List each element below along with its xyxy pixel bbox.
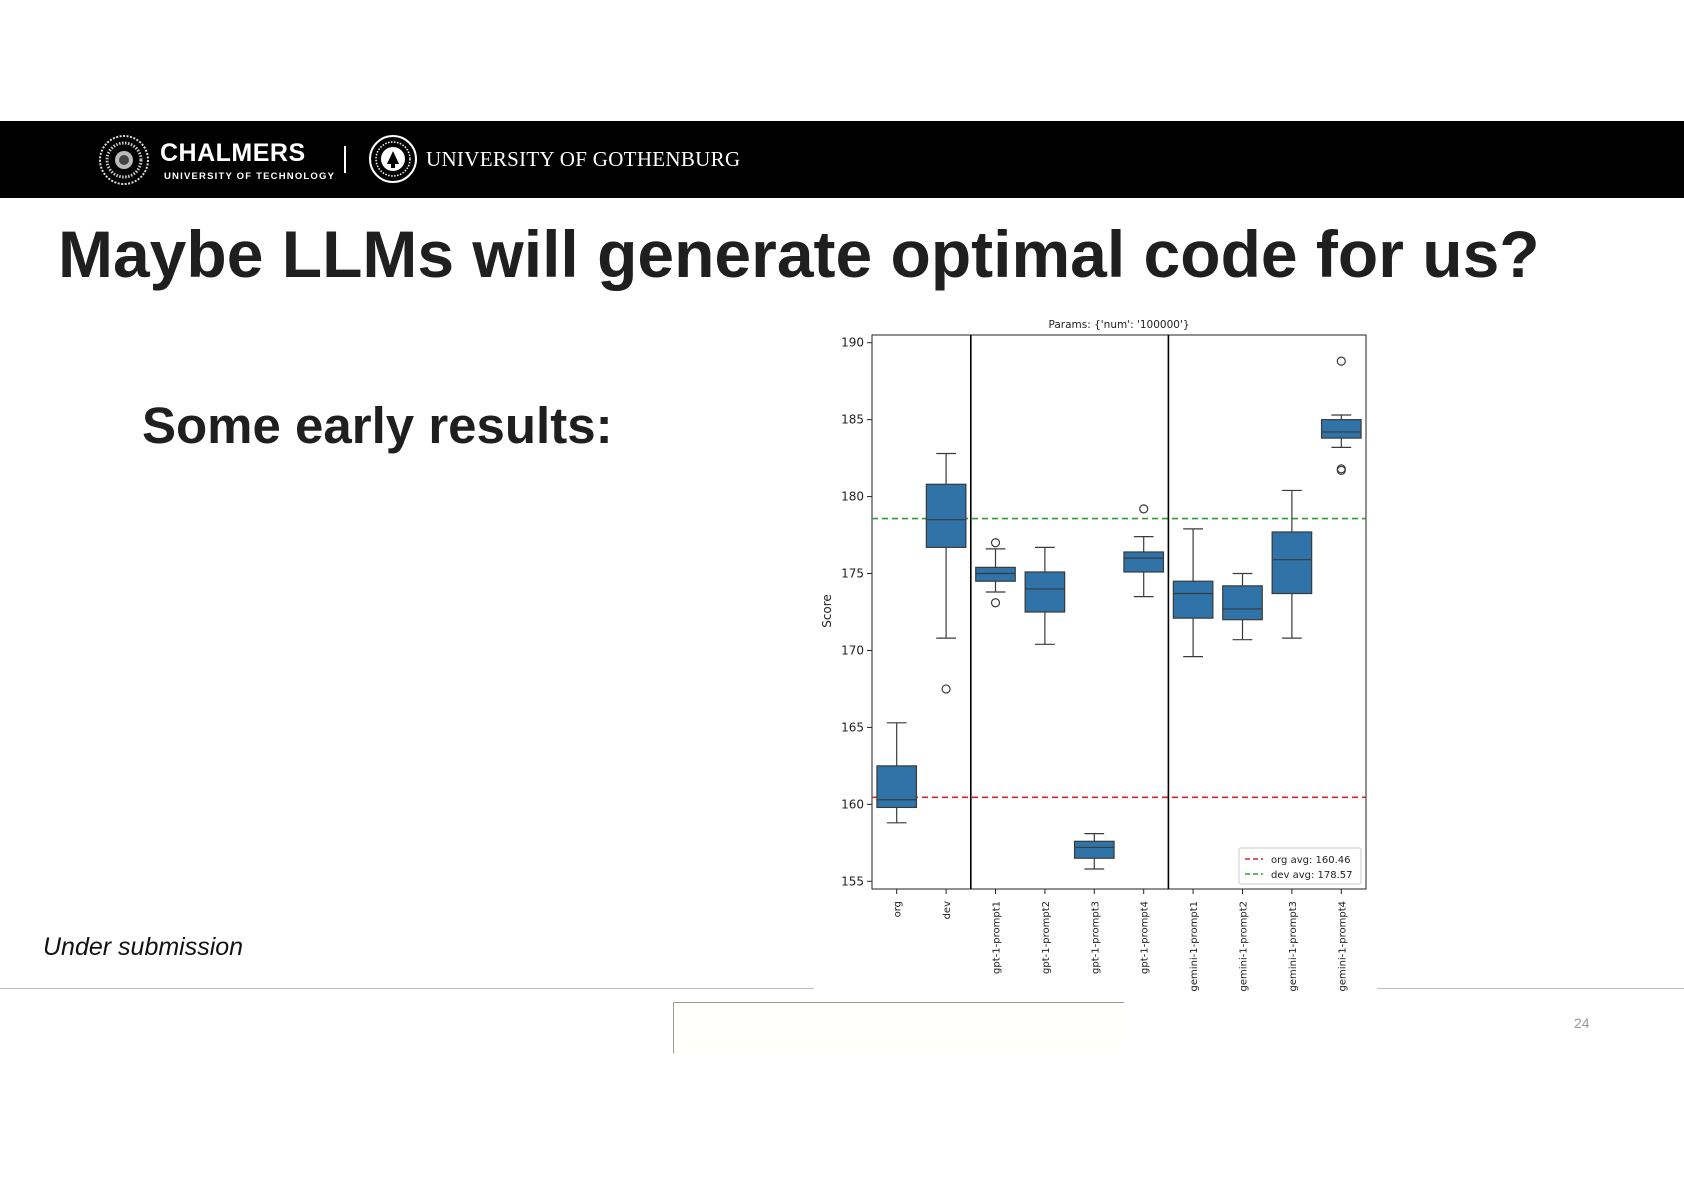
x-tick-label: gemini-1-prompt1 — [1189, 901, 1200, 991]
y-tick-label: 160 — [841, 797, 864, 811]
chalmers-subtitle: UNIVERSITY OF TECHNOLOGY — [164, 171, 336, 182]
y-tick-label: 155 — [841, 874, 864, 888]
footer-divider-right — [1377, 988, 1684, 989]
header-bar: CHALMERS UNIVERSITY OF TECHNOLOGY UNIVER… — [0, 121, 1684, 198]
x-tick-label: gemini-1-prompt3 — [1288, 901, 1299, 991]
footer-box — [673, 1002, 1124, 1053]
y-tick-label: 175 — [841, 567, 864, 581]
y-axis-label: Score — [820, 594, 834, 628]
y-tick-label: 185 — [841, 413, 864, 427]
y-tick-label: 190 — [841, 336, 864, 350]
x-tick-label: gemini-1-prompt2 — [1239, 901, 1250, 991]
x-tick-label: gpt-1-prompt1 — [992, 901, 1003, 974]
outlier-point — [941, 684, 951, 694]
box-gpt-1-prompt4 — [1123, 551, 1165, 573]
x-tick-label: gemini-1-prompt4 — [1337, 901, 1348, 991]
x-tick-label: gpt-1-prompt2 — [1041, 901, 1052, 974]
chalmers-wordmark: CHALMERS — [160, 139, 306, 167]
y-tick-label: 180 — [841, 490, 864, 504]
footer-divider-left — [0, 988, 814, 989]
slide-title: Maybe LLMs will generate optimal code fo… — [58, 217, 1540, 291]
x-tick-label: org — [893, 901, 904, 917]
box-gpt-1-prompt1 — [975, 566, 1016, 582]
box-gemini-1-prompt4 — [1320, 419, 1362, 439]
outlier-point — [990, 538, 1001, 548]
box-dev — [925, 483, 967, 548]
slide-subtitle: Some early results: — [142, 397, 613, 454]
outlier-point — [1336, 465, 1346, 476]
chalmers-seal-icon — [99, 135, 149, 185]
page-number: 24 — [1574, 1015, 1590, 1031]
box-plot-chart: Params: {'num': '100000'} Score 155 160 16… — [820, 319, 1367, 991]
box-gemini-1-prompt3 — [1271, 531, 1313, 595]
x-tick-label: dev — [942, 901, 953, 920]
box-gpt-1-prompt3 — [1073, 840, 1115, 859]
y-tick-label: 170 — [841, 643, 864, 657]
gothenburg-seal-icon — [369, 135, 417, 183]
legend-label: org avg: 160.46 — [1271, 855, 1351, 866]
legend-box — [1238, 847, 1362, 885]
plot-area: 155 160 165 170 175 180 185 190 org dev gpt-1-prom… — [841, 334, 1367, 991]
box-gemini-1-prompt1 — [1172, 580, 1214, 619]
chart-title: Params: {'num': '100000'} — [1048, 319, 1189, 331]
footnote: Under submission — [43, 933, 244, 961]
legend-label: dev avg: 178.57 — [1271, 870, 1353, 881]
outlier-point — [990, 598, 1001, 608]
plot-frame — [871, 334, 1367, 890]
x-tick-label: gpt-1-prompt3 — [1090, 901, 1101, 974]
box-gpt-1-prompt2 — [1024, 571, 1066, 613]
x-tick-label: gpt-1-prompt4 — [1140, 901, 1151, 974]
box-org — [876, 765, 918, 809]
box-gemini-1-prompt2 — [1222, 585, 1263, 621]
outlier-point — [1139, 504, 1149, 514]
y-tick-label: 165 — [841, 720, 864, 734]
outlier-point — [1336, 356, 1346, 366]
logo-divider — [344, 146, 346, 173]
gothenburg-wordmark: UNIVERSITY OF GOTHENBURG — [426, 147, 741, 171]
